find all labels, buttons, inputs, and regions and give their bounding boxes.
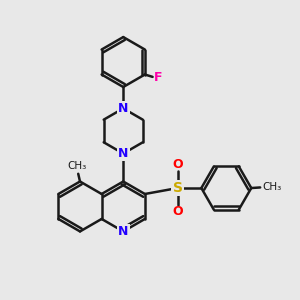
Text: CH₃: CH₃ [68,161,87,171]
Text: N: N [118,225,128,238]
Text: F: F [154,71,162,84]
Text: N: N [118,102,128,115]
Text: O: O [172,158,183,171]
Text: S: S [172,181,183,195]
Text: O: O [172,205,183,218]
Text: N: N [118,147,128,160]
Text: CH₃: CH₃ [262,182,281,192]
